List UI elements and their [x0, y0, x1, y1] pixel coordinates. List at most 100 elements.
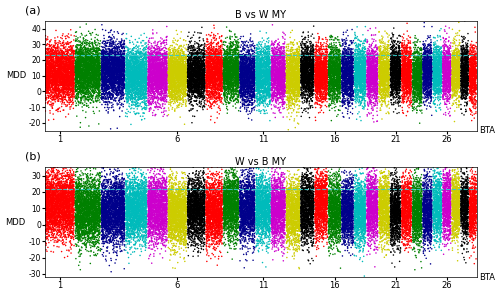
Point [46, 206, 54, 211]
Point [304, 61, 312, 65]
Point [90, 73, 98, 78]
Point [404, 216, 412, 221]
Point [361, 73, 369, 78]
Point [414, 228, 422, 233]
Point [72, 197, 80, 202]
Point [280, 244, 287, 249]
Point [112, 203, 120, 208]
Point [168, 92, 176, 97]
Point [330, 208, 338, 213]
Point [378, 235, 386, 240]
Point [446, 201, 454, 205]
Point [434, 80, 442, 85]
Point [106, 59, 114, 64]
Point [462, 67, 470, 71]
Point [467, 211, 475, 216]
Point [268, 218, 276, 222]
Point [106, 54, 114, 59]
Point [215, 95, 223, 100]
Point [287, 207, 295, 212]
Point [356, 84, 364, 89]
Point [64, 205, 72, 210]
Point [53, 184, 61, 188]
Point [52, 59, 60, 64]
Point [194, 73, 202, 78]
Point [100, 218, 108, 223]
Point [316, 188, 324, 192]
Point [95, 89, 103, 94]
Point [102, 69, 110, 74]
Point [297, 69, 305, 73]
Point [156, 200, 164, 204]
Point [80, 213, 88, 218]
Point [180, 68, 188, 73]
Point [454, 199, 462, 204]
Point [395, 78, 403, 83]
Point [421, 227, 429, 232]
Point [304, 84, 312, 89]
Point [420, 71, 428, 76]
Point [222, 199, 230, 203]
Point [338, 217, 346, 222]
Point [342, 44, 350, 49]
Point [60, 190, 68, 195]
Point [330, 212, 338, 217]
Point [159, 233, 167, 237]
Point [68, 59, 76, 63]
Point [161, 171, 169, 176]
Point [300, 78, 308, 82]
Point [277, 190, 285, 195]
Point [88, 220, 96, 225]
Point [152, 207, 160, 212]
Point [456, 176, 464, 180]
Point [328, 197, 336, 202]
Point [464, 232, 472, 237]
Point [410, 74, 418, 79]
Point [316, 67, 324, 72]
Point [336, 63, 344, 68]
Point [240, 205, 248, 210]
Point [170, 76, 178, 81]
Point [134, 70, 142, 75]
Point [192, 204, 200, 209]
Point [176, 77, 184, 82]
Point [186, 65, 194, 70]
Point [370, 78, 378, 83]
Point [384, 83, 392, 88]
Point [358, 56, 366, 61]
Point [468, 229, 476, 234]
Point [84, 81, 92, 86]
Point [195, 169, 203, 174]
Point [154, 90, 162, 94]
Point [135, 74, 143, 79]
Point [286, 86, 294, 91]
Point [147, 203, 155, 207]
Point [86, 66, 94, 71]
Point [156, 80, 164, 85]
Point [265, 218, 273, 223]
Point [258, 216, 266, 221]
Point [403, 225, 411, 230]
Point [361, 84, 369, 89]
Point [448, 221, 456, 225]
Point [100, 39, 108, 44]
Point [104, 208, 112, 213]
Point [228, 89, 235, 94]
Point [360, 71, 368, 76]
Point [119, 70, 127, 75]
Point [458, 78, 466, 83]
Point [118, 71, 126, 76]
Point [204, 193, 212, 198]
Point [274, 212, 281, 217]
Point [53, 86, 61, 91]
Point [306, 81, 314, 86]
Point [177, 218, 185, 222]
Point [343, 87, 351, 92]
Point [302, 200, 310, 205]
Point [410, 193, 418, 198]
Point [222, 215, 230, 220]
Point [427, 64, 435, 69]
Point [274, 172, 282, 177]
Point [126, 64, 134, 68]
Point [370, 65, 378, 69]
